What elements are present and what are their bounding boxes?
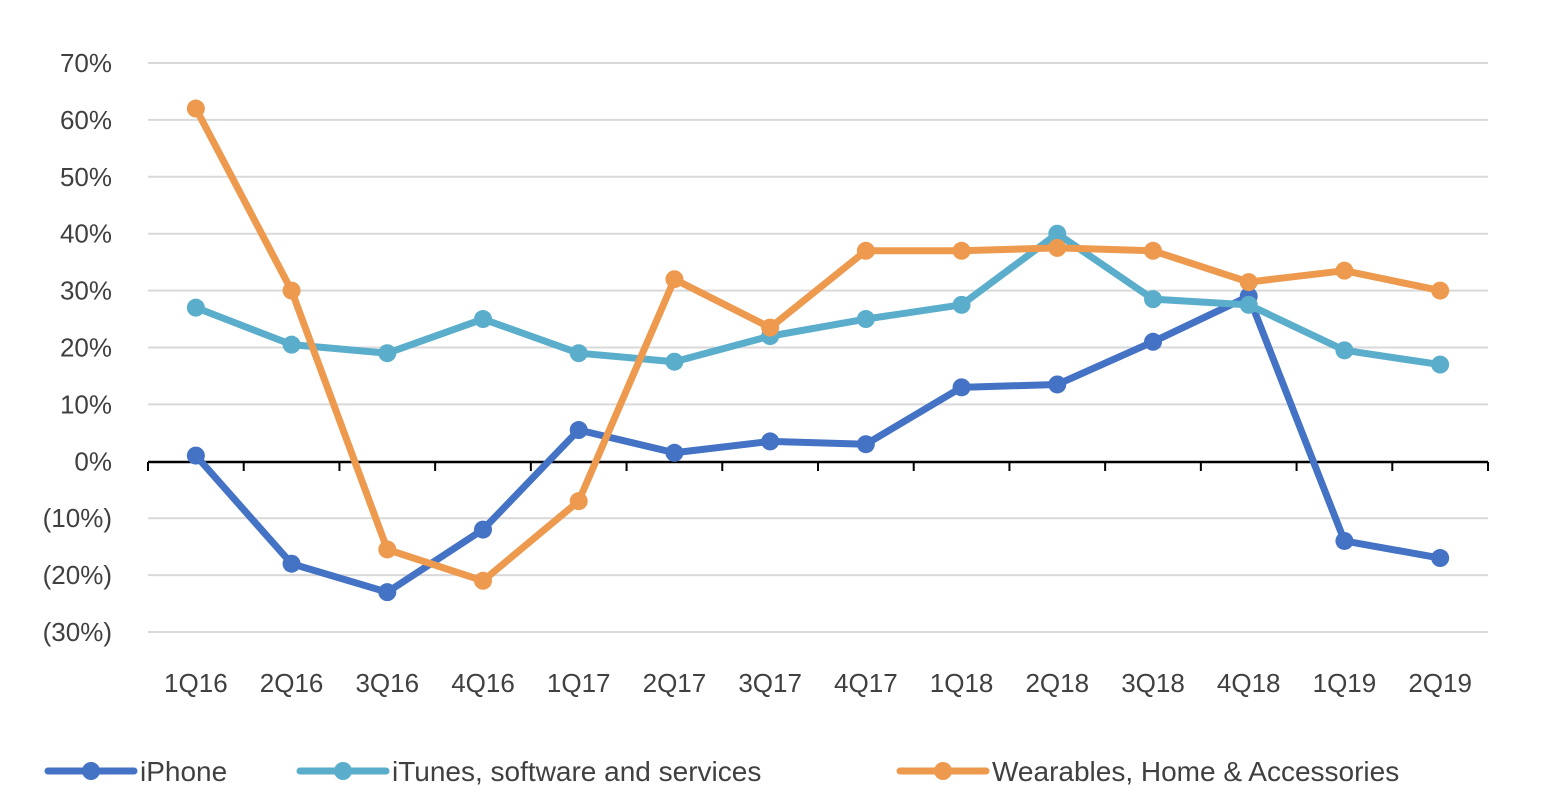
data-point bbox=[1335, 261, 1354, 280]
series-0 bbox=[186, 287, 1450, 602]
legend-label: iPhone bbox=[140, 756, 227, 787]
data-point bbox=[1239, 295, 1258, 314]
y-tick-label: 0% bbox=[74, 446, 112, 476]
y-tick-label: 70% bbox=[60, 48, 112, 78]
legend-item: Wearables, Home & Accessories bbox=[896, 756, 1399, 787]
legend-swatch-marker bbox=[82, 762, 100, 780]
x-tick-label: 4Q16 bbox=[451, 668, 515, 698]
x-tick-label: 2Q17 bbox=[643, 668, 707, 698]
data-point bbox=[856, 435, 875, 454]
data-point bbox=[1048, 224, 1067, 243]
data-point bbox=[1335, 341, 1354, 360]
data-point bbox=[665, 270, 684, 289]
data-point bbox=[856, 310, 875, 329]
legend-item: iPhone bbox=[44, 756, 227, 787]
y-tick-label: 60% bbox=[60, 105, 112, 135]
data-point bbox=[761, 432, 780, 451]
x-tick-label: 3Q18 bbox=[1121, 668, 1185, 698]
series-1 bbox=[186, 224, 1450, 374]
x-tick-label: 2Q18 bbox=[1025, 668, 1089, 698]
data-point bbox=[1144, 290, 1162, 309]
y-tick-label: (10%) bbox=[43, 503, 112, 533]
data-point bbox=[282, 554, 301, 573]
data-point bbox=[474, 571, 492, 590]
y-tick-label: 10% bbox=[60, 389, 112, 419]
data-point bbox=[569, 421, 588, 440]
series-line bbox=[192, 230, 1444, 369]
data-point bbox=[665, 352, 684, 371]
y-tick-label: 30% bbox=[60, 276, 112, 306]
y-tick-label: (20%) bbox=[43, 560, 112, 590]
x-tick-label: 4Q17 bbox=[834, 668, 898, 698]
data-point bbox=[1431, 549, 1450, 568]
data-point bbox=[186, 298, 205, 317]
data-point bbox=[186, 446, 205, 465]
data-point bbox=[1144, 241, 1162, 260]
legend-swatch-marker bbox=[334, 762, 352, 780]
x-tick-label: 1Q19 bbox=[1313, 668, 1377, 698]
data-point bbox=[952, 295, 971, 314]
legend: iPhone iTunes, software and services Weara… bbox=[44, 756, 1399, 787]
x-tick-label: 1Q18 bbox=[930, 668, 994, 698]
y-axis-tick-labels: 70% 60% 50% 40% 30% 20% 10% 0% (10%) (20%) (30%) bbox=[43, 48, 112, 647]
y-tick-label: 40% bbox=[60, 219, 112, 249]
y-tick-label: (30%) bbox=[43, 617, 112, 647]
x-tick-label: 2Q19 bbox=[1408, 668, 1472, 698]
data-point bbox=[952, 378, 971, 397]
legend-label: iTunes, software and services bbox=[392, 756, 761, 787]
legend-swatch-marker bbox=[934, 762, 952, 780]
data-point bbox=[378, 540, 397, 559]
data-point bbox=[378, 583, 397, 602]
data-point bbox=[186, 99, 205, 118]
data-point bbox=[1239, 273, 1258, 292]
x-tick-label: 3Q17 bbox=[738, 668, 802, 698]
y-tick-label: 20% bbox=[60, 333, 112, 363]
series-lines bbox=[186, 99, 1450, 602]
data-point bbox=[856, 241, 875, 260]
x-tick-label: 4Q18 bbox=[1217, 668, 1281, 698]
x-tick-label: 3Q16 bbox=[355, 668, 419, 698]
data-point bbox=[1048, 238, 1067, 257]
data-point bbox=[665, 443, 684, 462]
x-tick-label: 2Q16 bbox=[260, 668, 324, 698]
data-point bbox=[1144, 332, 1162, 351]
data-point bbox=[282, 335, 301, 354]
data-point bbox=[474, 310, 492, 329]
series-line bbox=[192, 105, 1444, 585]
data-point bbox=[1048, 375, 1067, 394]
data-point bbox=[569, 344, 588, 363]
x-tick-label: 1Q16 bbox=[164, 668, 228, 698]
data-point bbox=[952, 241, 971, 260]
data-point bbox=[378, 344, 397, 363]
data-point bbox=[282, 281, 301, 300]
data-point bbox=[474, 520, 492, 539]
legend-label: Wearables, Home & Accessories bbox=[992, 756, 1399, 787]
data-point bbox=[1431, 281, 1450, 300]
data-point bbox=[1335, 531, 1354, 550]
x-axis bbox=[147, 460, 1489, 471]
x-tick-label: 1Q17 bbox=[547, 668, 611, 698]
x-axis-tick-labels: 1Q16 2Q16 3Q16 4Q16 1Q17 2Q17 3Q17 4Q17 1Q18 2Q18… bbox=[164, 668, 1472, 698]
data-point bbox=[1431, 355, 1450, 374]
legend-item: iTunes, software and services bbox=[296, 756, 761, 787]
series-2 bbox=[186, 99, 1450, 590]
data-point bbox=[569, 492, 588, 511]
data-point bbox=[761, 318, 780, 337]
y-tick-label: 50% bbox=[60, 162, 112, 192]
